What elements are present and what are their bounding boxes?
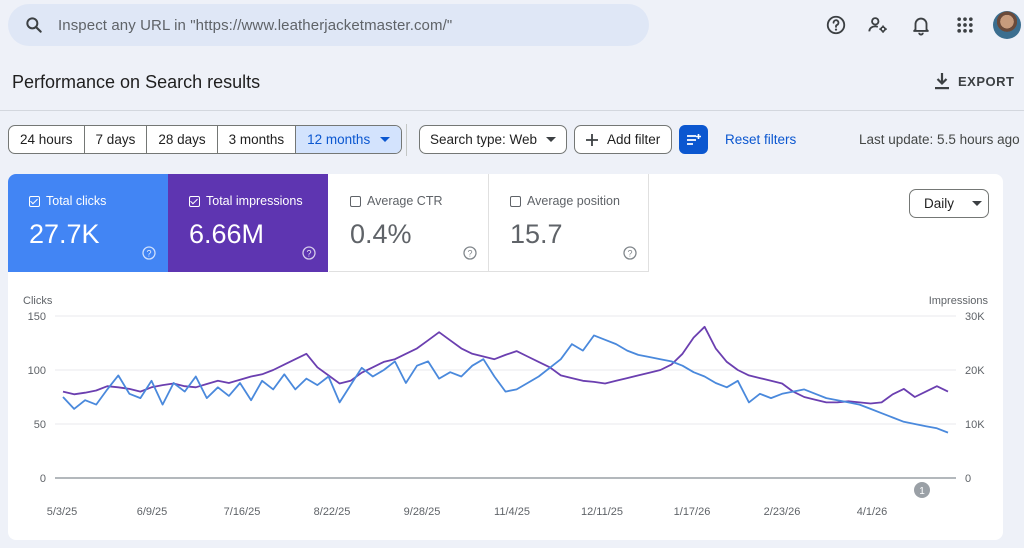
metric-value: 6.66M: [189, 219, 265, 249]
range-option-7-days[interactable]: 7 days: [85, 126, 148, 153]
annotation-label: 1: [919, 486, 925, 497]
metric-label: Total clicks: [46, 194, 107, 208]
metric-value: 0.4%: [350, 219, 412, 249]
dropdown-arrow-icon: [380, 136, 391, 142]
filter-lines-icon: [686, 133, 701, 145]
range-option-24-hours[interactable]: 24 hours: [9, 126, 85, 153]
user-settings-icon[interactable]: [866, 13, 890, 37]
search-input[interactable]: Inspect any URL in "https://www.leatherj…: [58, 16, 453, 34]
help-circle-icon[interactable]: ?: [302, 246, 316, 260]
help-circle-icon[interactable]: ?: [463, 246, 477, 260]
search-type-label: Search type: Web: [430, 132, 538, 147]
right-tick-label: 30K: [965, 311, 985, 323]
range-option-12-months[interactable]: 12 months: [296, 126, 402, 153]
help-circle-icon[interactable]: ?: [623, 246, 637, 260]
checkbox-checked-icon[interactable]: [189, 195, 200, 207]
download-icon: [935, 73, 949, 90]
annotation-marker: [914, 482, 930, 498]
add-filter-button[interactable]: Add filter: [574, 125, 672, 154]
right-tick-label: 20K: [965, 365, 985, 377]
metric-total-clicks[interactable]: Total clicks 27.7K ?: [8, 174, 168, 272]
range-option-12-months-label: 12 months: [307, 132, 371, 147]
granularity-dropdown[interactable]: Daily: [909, 189, 989, 218]
search-type-dropdown[interactable]: Search type: Web: [419, 125, 567, 154]
url-inspection-search[interactable]: Inspect any URL in "https://www.leatherj…: [8, 4, 649, 46]
checkbox-unchecked-icon[interactable]: [510, 195, 521, 207]
metric-average-position-label-row: Average position: [510, 194, 620, 208]
notifications-bell-icon[interactable]: [909, 13, 933, 37]
apps-grid-icon[interactable]: [953, 13, 977, 37]
x-tick-label: 4/1/26: [857, 506, 888, 518]
x-tick-label: 12/11/25: [581, 506, 623, 518]
reset-filters-link[interactable]: Reset filters: [725, 132, 797, 147]
metric-average-position[interactable]: Average position 15.7 ?: [489, 174, 649, 272]
metric-average-ctr[interactable]: Average CTR 0.4% ?: [329, 174, 489, 272]
metric-value: 15.7: [510, 219, 563, 249]
x-tick-label: 9/28/25: [404, 506, 441, 518]
left-tick-label: 50: [34, 419, 46, 431]
x-tick-label: 8/22/25: [314, 506, 351, 518]
metric-total-clicks-label-row: Total clicks: [29, 194, 106, 208]
help-icon[interactable]: [824, 13, 848, 37]
x-tick-label: 7/16/25: [224, 506, 261, 518]
toolbar-separator: [406, 124, 407, 156]
svg-text:?: ?: [306, 249, 311, 259]
range-option-28-days[interactable]: 28 days: [147, 126, 218, 153]
metric-label: Average CTR: [367, 194, 443, 208]
x-tick-label: 2/23/26: [764, 506, 801, 518]
right-tick-label: 0: [965, 473, 971, 485]
plus-icon: [586, 133, 598, 146]
performance-chart: Clicks Impressions 150 30K 100 20K 50 10K 0 0 5/3/…: [23, 295, 989, 518]
left-tick-label: 0: [40, 473, 46, 485]
metric-total-impressions-label-row: Total impressions: [189, 194, 303, 208]
add-filter-label: Add filter: [607, 132, 661, 147]
svg-text:?: ?: [467, 249, 472, 259]
export-button[interactable]: EXPORT: [934, 72, 1014, 90]
export-label: EXPORT: [958, 73, 1015, 89]
metric-total-impressions[interactable]: Total impressions 6.66M ?: [168, 174, 328, 272]
x-tick-label: 11/4/25: [494, 506, 530, 518]
last-update-text: Last update: 5.5 hours ago: [859, 132, 1020, 147]
metric-label: Average position: [527, 194, 620, 208]
x-tick-label: 6/9/25: [137, 506, 168, 518]
range-option-3-months[interactable]: 3 months: [218, 126, 297, 153]
account-avatar[interactable]: [993, 11, 1021, 39]
impressions-series-line: [62, 325, 949, 405]
search-icon: [24, 15, 44, 35]
dropdown-arrow-icon: [546, 136, 556, 142]
x-tick-label: 1/17/26: [674, 506, 711, 518]
page-title: Performance on Search results: [12, 72, 261, 92]
performance-card: Total clicks 27.7K ? Total impressions 6…: [8, 174, 1003, 540]
svg-text:?: ?: [146, 249, 151, 259]
checkbox-checked-icon[interactable]: [29, 195, 40, 207]
clicks-series-line: [62, 334, 949, 434]
dropdown-arrow-icon: [972, 200, 983, 206]
right-tick-label: 10K: [965, 419, 985, 431]
date-range-selector: 24 hours 7 days 28 days 3 months 12 mont…: [8, 125, 403, 154]
left-tick-label: 150: [28, 311, 46, 323]
checkbox-unchecked-icon[interactable]: [350, 195, 361, 207]
right-axis-title: Impressions: [929, 295, 989, 307]
top-bar: Inspect any URL in "https://www.leatherj…: [0, 0, 1024, 52]
metric-value: 27.7K: [29, 219, 100, 249]
metric-label: Total impressions: [206, 194, 303, 208]
granularity-label: Daily: [924, 196, 955, 211]
metric-average-ctr-label-row: Average CTR: [350, 194, 443, 208]
left-axis-title: Clicks: [23, 295, 53, 307]
svg-text:?: ?: [627, 249, 632, 259]
filter-settings-button[interactable]: [679, 125, 708, 154]
help-circle-icon[interactable]: ?: [142, 246, 156, 260]
x-tick-label: 5/3/25: [47, 506, 78, 518]
header-divider: [0, 110, 1024, 111]
left-tick-label: 100: [28, 365, 46, 377]
